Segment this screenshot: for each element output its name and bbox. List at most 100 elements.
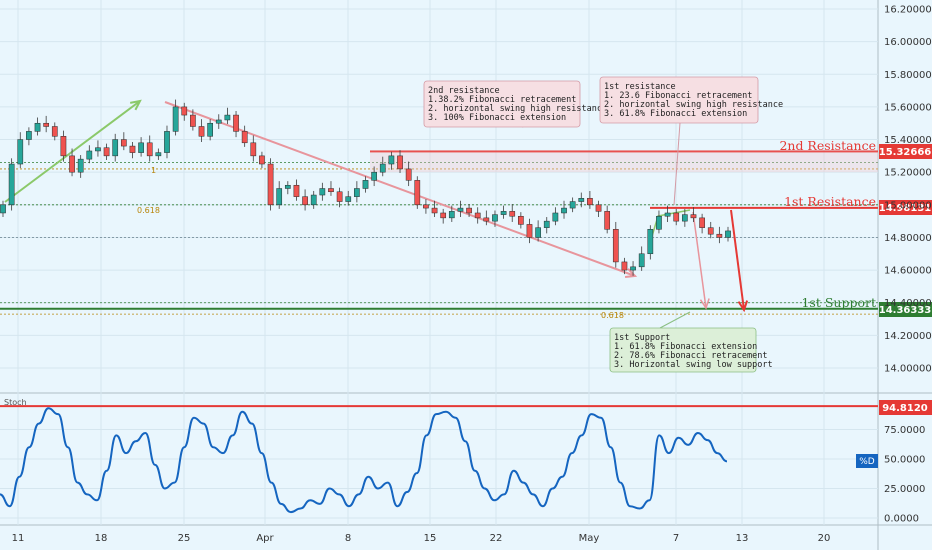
svg-text:14.36333: 14.36333 (879, 305, 932, 316)
first-support-tag (879, 302, 932, 317)
projected-drop-arrow (692, 211, 707, 309)
candle-body (319, 188, 326, 196)
svg-text:14.98131: 14.98131 (879, 203, 932, 214)
candle-body (664, 212, 671, 217)
stoch-tick-label: 0.0000 (884, 514, 919, 525)
candle-body (284, 184, 291, 189)
candle-body (509, 211, 516, 217)
svg-text:15.32666: 15.32666 (879, 147, 932, 158)
second-resistance-label: 2nd Resistance (779, 138, 876, 153)
time-tick-label: 20 (818, 533, 831, 544)
candle-body (26, 131, 32, 140)
svg-text:1st resistance: 1st resistance (604, 82, 676, 92)
time-tick-label: 18 (95, 533, 108, 544)
price-tick-label: 15.80000 (884, 70, 932, 81)
candle-body (310, 194, 317, 206)
price-tick-label: 16.00000 (884, 37, 932, 48)
time-axis: 11 18 25 Apr 8 15 22 May 7 13 20 (12, 533, 831, 544)
candle-body (561, 207, 567, 214)
candle-body (336, 191, 343, 202)
candle-body (259, 155, 265, 165)
fib-label-618-b: 0.618 (601, 311, 624, 320)
candle-body (457, 207, 464, 212)
candle-body (129, 145, 136, 153)
candle-body (379, 163, 386, 173)
svg-text:1.38.2% Fibonacci retracement: 1.38.2% Fibonacci retracement (428, 95, 576, 105)
candle-body (483, 217, 490, 222)
stoch-high-tag (879, 400, 932, 415)
candle-body (302, 196, 308, 206)
price-tick-label: 15.60000 (884, 102, 932, 113)
resistance-zone (370, 151, 878, 173)
candle-body (500, 211, 507, 215)
candle-body (215, 119, 222, 124)
candle-body (250, 142, 257, 157)
candle-body (103, 147, 110, 157)
candle-body (112, 139, 119, 157)
time-tick-label: Apr (256, 533, 274, 544)
uptrend-arrow (4, 100, 141, 203)
stoch-tick-label: 25.0000 (884, 484, 925, 495)
candle-body (233, 114, 239, 132)
candle-body (716, 233, 723, 238)
svg-text:2. horizontal swing high resis: 2. horizontal swing high resistance (428, 104, 607, 114)
candles (0, 99, 731, 276)
stoch-legend: %D (859, 457, 875, 467)
svg-text:1. 23.6 Fibonacci retracement: 1. 23.6 Fibonacci retracement (604, 91, 752, 101)
time-tick-label: 13 (736, 533, 749, 544)
candle-body (51, 126, 58, 137)
time-tick-label: 7 (673, 533, 679, 544)
fib-label-1: 1 (151, 166, 156, 175)
candle-body (0, 204, 6, 214)
price-tick-label: 14.20000 (884, 331, 932, 342)
candle-body (492, 214, 498, 222)
svg-text:2. 78.6% Fibonacci retracement: 2. 78.6% Fibonacci retracement (614, 351, 768, 361)
candle-body (164, 131, 170, 153)
candle-body (647, 229, 654, 255)
candle-body (198, 126, 205, 137)
time-tick-label: 8 (345, 533, 351, 544)
target-arrow-head (737, 300, 749, 313)
candle-body (388, 155, 395, 165)
candle-body (293, 184, 300, 197)
first-support-note: 1st Support 1. 61.8% Fibonacci extension… (609, 327, 773, 373)
candle-body (673, 212, 680, 222)
candle-body (146, 142, 153, 157)
first-resistance-note: 1st resistance 1. 23.6 Fibonacci retrace… (599, 76, 783, 124)
downtrend-arrow-head (624, 268, 638, 278)
candle-body (474, 212, 481, 219)
candle-body (328, 188, 334, 193)
price-tick-label: 14.60000 (884, 266, 932, 277)
candle-body (638, 253, 645, 268)
candle-body (371, 171, 377, 181)
candle-body (612, 229, 619, 263)
candle-body (569, 201, 576, 209)
candle-body (587, 198, 593, 206)
price-tick-label: 14.00000 (884, 364, 932, 375)
projected-drop-arrow-head (699, 298, 710, 310)
time-tick-label: May (579, 533, 600, 544)
price-pane (0, 0, 878, 392)
svg-text:1st Support: 1st Support (614, 333, 670, 343)
downtrend-arrow (164, 101, 636, 277)
candle-body (345, 196, 352, 202)
candle-body (690, 214, 697, 219)
candle-body (595, 204, 602, 212)
price-tick-label: 14.40000 (884, 298, 932, 309)
uptrend-arrow-head (129, 99, 142, 111)
candle-body (155, 152, 162, 157)
price-axis: 16.20000 16.00000 15.80000 15.60000 15.40000… (884, 5, 932, 375)
candle-body (543, 220, 550, 228)
first-resistance-label: 1st Resistance (784, 194, 876, 209)
candle-body (207, 122, 213, 137)
candle-body (34, 122, 41, 132)
price-tick-label: 15.40000 (884, 135, 932, 146)
candle-body (8, 163, 15, 206)
candle-body (681, 214, 688, 222)
candle-body (43, 122, 50, 127)
first-support-label: 1st Support (801, 295, 876, 310)
svg-text:3. 100% Fibonacci extension: 3. 100% Fibonacci extension (428, 113, 566, 123)
levels-layer (0, 150, 878, 408)
candle-body (60, 136, 67, 157)
